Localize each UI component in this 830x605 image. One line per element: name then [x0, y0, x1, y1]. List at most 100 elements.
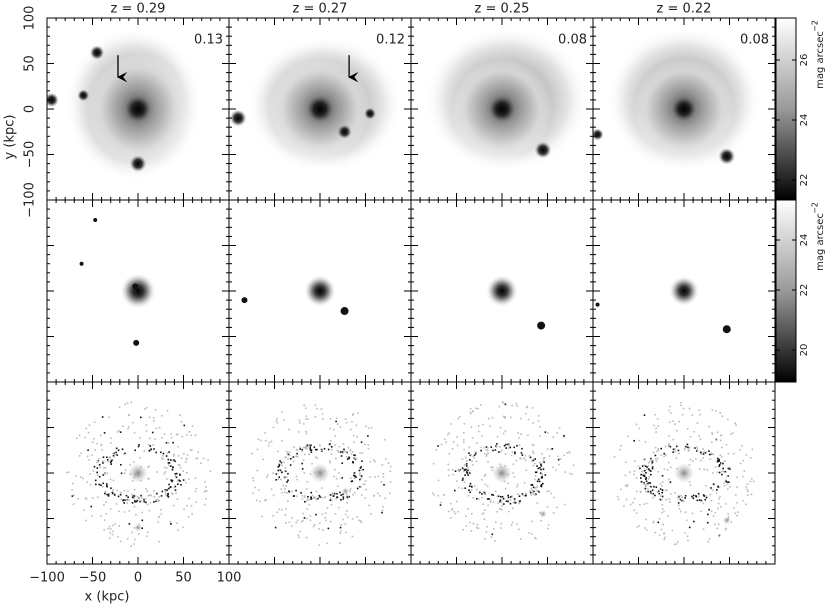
speckle	[548, 490, 550, 492]
speckle	[508, 444, 511, 446]
speckle	[145, 424, 148, 426]
speckle	[698, 468, 701, 470]
speckle	[665, 454, 667, 456]
speckle	[329, 461, 331, 464]
speckle	[620, 488, 622, 491]
speckle	[643, 464, 645, 467]
speckle	[168, 451, 170, 453]
speckle	[646, 482, 649, 485]
speckle	[281, 464, 283, 467]
speckle	[315, 497, 318, 500]
speckle	[166, 495, 169, 497]
speckle	[103, 432, 106, 434]
speckle	[318, 494, 321, 497]
speckle	[476, 523, 479, 526]
speckle	[166, 409, 169, 412]
speckle	[147, 443, 150, 446]
dot	[340, 307, 349, 316]
speckle	[306, 480, 309, 483]
speckle	[501, 495, 504, 498]
speckle	[643, 482, 645, 484]
speckle	[167, 493, 169, 496]
speckle	[274, 526, 277, 529]
speckle	[704, 498, 707, 501]
speckle	[532, 459, 535, 462]
speckle	[718, 498, 720, 500]
colorbar-exponent: −2	[811, 20, 820, 32]
speckle	[550, 448, 552, 451]
speckle	[182, 526, 185, 529]
speckle	[110, 460, 112, 463]
speckle	[527, 434, 529, 437]
speckle	[327, 527, 330, 530]
speckle	[706, 469, 709, 471]
speckle	[360, 475, 363, 477]
speckle	[296, 519, 299, 522]
speckle	[476, 488, 478, 491]
speckle	[477, 498, 480, 500]
speckle	[255, 499, 258, 502]
speckle	[719, 495, 721, 498]
speckle	[122, 499, 125, 501]
speckle	[457, 487, 460, 489]
speckle	[310, 444, 312, 447]
panel-label: 0.08	[740, 33, 769, 48]
speckle	[344, 513, 347, 516]
speckle	[162, 458, 164, 460]
speckle	[490, 446, 492, 448]
panel-label: 0.13	[194, 33, 223, 48]
speckle	[523, 482, 526, 484]
speckle	[309, 446, 312, 448]
galaxy	[668, 275, 700, 307]
speckle	[298, 419, 301, 422]
speckle	[670, 466, 672, 469]
speckle	[83, 509, 86, 512]
speckle	[167, 462, 170, 464]
speckle	[452, 473, 455, 476]
speckle	[332, 495, 335, 497]
speckle	[499, 500, 501, 503]
speckle	[481, 493, 483, 495]
speckle	[504, 487, 507, 490]
speckle	[677, 502, 680, 504]
speckle	[110, 442, 112, 444]
speckle	[642, 470, 645, 473]
speckle	[89, 483, 92, 486]
speckle	[524, 492, 527, 495]
speckle	[256, 469, 259, 472]
speckle	[344, 523, 347, 526]
speckle	[470, 453, 472, 456]
speckle	[624, 474, 627, 477]
speckle	[360, 441, 363, 444]
speckle	[654, 494, 656, 497]
speckle	[649, 482, 652, 484]
speckle	[270, 488, 273, 491]
speckle	[543, 461, 545, 464]
speckle	[706, 521, 709, 524]
speckle	[720, 462, 723, 465]
speckle	[259, 439, 262, 442]
speckle	[686, 427, 689, 430]
colorbar-tick-label: 26	[799, 54, 810, 67]
speckle	[105, 485, 108, 487]
speckle	[684, 511, 687, 514]
speckle	[494, 521, 497, 524]
speckle	[124, 499, 127, 501]
speckle	[309, 515, 312, 518]
speckle	[720, 462, 722, 464]
speckle	[715, 492, 718, 494]
speckle	[94, 449, 96, 452]
speckle	[180, 457, 183, 459]
speckle	[483, 475, 486, 477]
speckle	[146, 531, 149, 534]
galaxy	[303, 274, 337, 308]
speckle	[136, 499, 139, 502]
speckle	[301, 468, 304, 470]
speckle	[466, 467, 469, 469]
speckle	[296, 452, 298, 455]
speckle	[721, 470, 723, 472]
speckle	[639, 467, 641, 470]
speckle	[505, 443, 507, 446]
speckle	[304, 418, 307, 420]
speckle	[379, 495, 381, 497]
